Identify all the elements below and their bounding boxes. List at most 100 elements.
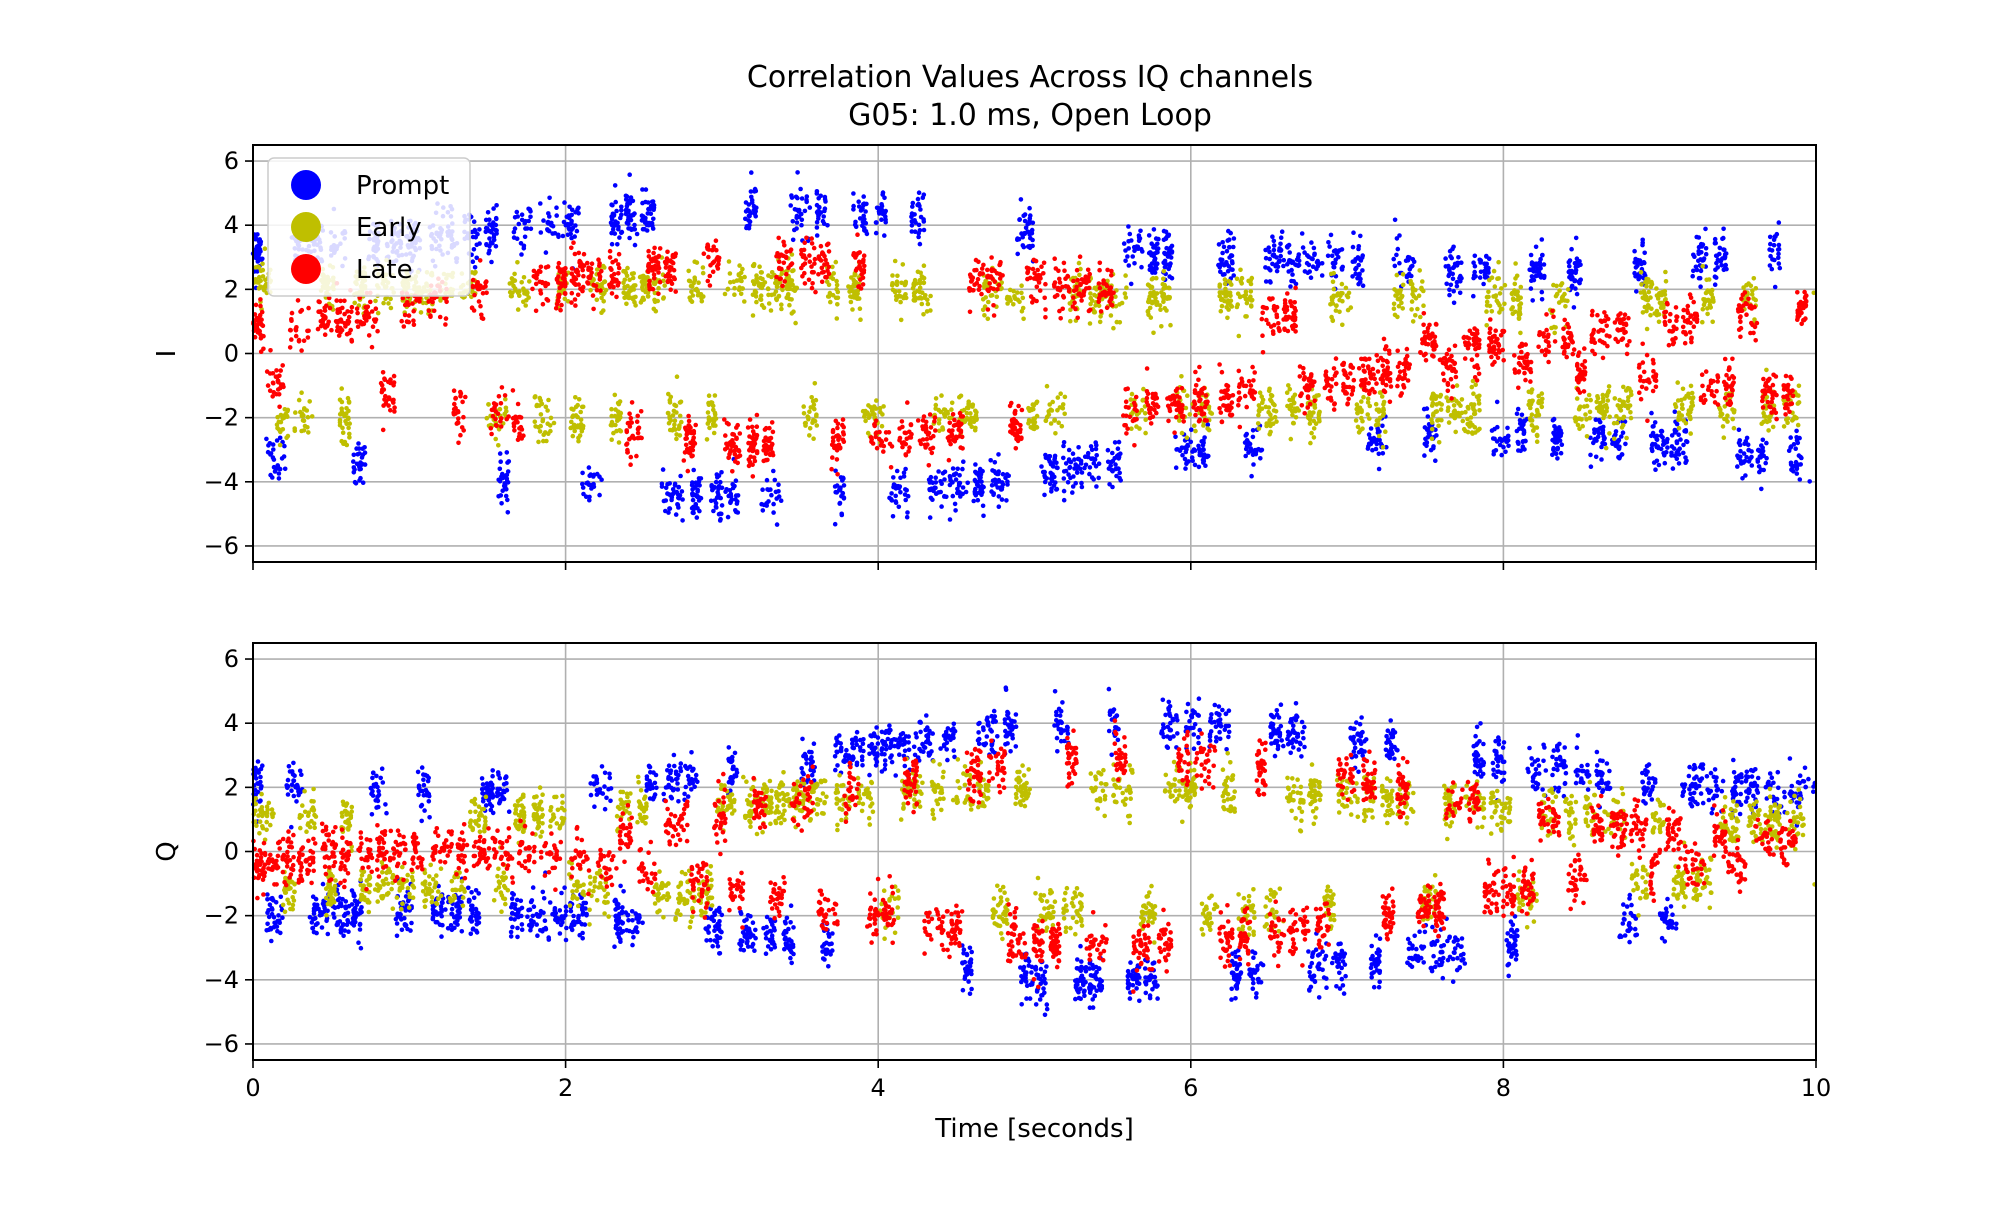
data-point [973, 409, 978, 414]
data-point [972, 419, 977, 424]
data-point [766, 293, 771, 298]
data-point [1240, 276, 1245, 281]
data-point [510, 280, 515, 285]
data-point [1123, 259, 1128, 264]
data-point [1455, 261, 1460, 266]
data-point [587, 495, 592, 500]
data-point [1000, 497, 1005, 502]
data-point [1796, 423, 1801, 428]
data-point [562, 200, 567, 205]
data-point [1377, 429, 1382, 434]
data-point [928, 515, 933, 520]
data-point [1429, 417, 1434, 422]
data-point [1759, 487, 1764, 492]
data-point [1470, 385, 1475, 390]
data-point [686, 269, 691, 274]
data-point [1560, 298, 1565, 303]
data-point [1239, 281, 1244, 286]
data-point [639, 274, 644, 279]
data-point [282, 444, 287, 449]
data-point [779, 307, 784, 312]
data-point [866, 403, 871, 408]
data-point [858, 317, 863, 322]
data-point [1723, 266, 1728, 271]
data-point [270, 394, 275, 399]
data-point [1243, 314, 1248, 319]
data-point [533, 395, 538, 400]
data-point [1337, 310, 1342, 315]
data-point [407, 320, 412, 325]
data-point [563, 297, 568, 302]
data-point [726, 515, 731, 520]
data-point [1186, 459, 1191, 464]
data-point [1456, 255, 1461, 260]
data-point [641, 214, 646, 219]
data-point [1021, 296, 1026, 301]
data-point [1527, 390, 1532, 395]
data-point [895, 283, 900, 288]
data-point [1174, 447, 1179, 452]
data-point [1243, 454, 1248, 459]
data-point [1193, 463, 1198, 468]
data-point [1596, 435, 1601, 440]
data-point [674, 512, 679, 517]
data-point [851, 191, 856, 196]
data-point [874, 398, 879, 403]
data-point [903, 283, 908, 288]
data-point [896, 295, 901, 300]
data-point [1515, 297, 1520, 302]
data-point [799, 223, 804, 228]
data-point [1730, 407, 1735, 412]
data-point [1585, 434, 1590, 439]
data-point [286, 408, 291, 413]
data-point [1476, 398, 1481, 403]
data-point [1575, 292, 1580, 297]
data-point [1460, 411, 1465, 416]
data-point [665, 482, 670, 487]
data-point [320, 321, 325, 326]
data-point [374, 306, 379, 311]
data-point [1251, 462, 1256, 467]
data-point [929, 475, 934, 480]
data-point [1417, 293, 1422, 298]
data-point [1225, 290, 1230, 295]
data-point [370, 309, 375, 314]
data-point [613, 200, 618, 205]
data-point [1572, 305, 1577, 310]
data-point [1309, 240, 1314, 245]
data-point [1064, 461, 1069, 466]
data-point [1768, 254, 1773, 259]
data-point [578, 433, 583, 438]
data-point [1465, 417, 1470, 422]
data-point [1512, 288, 1517, 293]
data-point [514, 420, 519, 425]
data-point [1155, 291, 1160, 296]
data-point [1243, 433, 1248, 438]
data-point [699, 296, 704, 301]
data-point [1264, 279, 1269, 284]
data-point [1571, 270, 1576, 275]
data-point [1346, 295, 1351, 300]
data-point [619, 429, 624, 434]
data-point [403, 313, 408, 318]
data-point [557, 293, 562, 298]
data-point [849, 300, 854, 305]
data-point [1062, 498, 1067, 503]
data-point [828, 300, 833, 305]
data-point [1167, 254, 1172, 259]
data-point [1634, 289, 1639, 294]
data-point [891, 475, 896, 480]
data-point [1473, 412, 1478, 417]
data-point [481, 291, 486, 296]
data-point [1124, 285, 1129, 290]
data-point [1162, 261, 1167, 266]
data-point [1434, 433, 1439, 438]
data-point [512, 428, 517, 433]
data-point [1777, 243, 1782, 248]
data-point [957, 395, 962, 400]
data-point [338, 299, 343, 304]
data-point [410, 301, 415, 306]
data-point [297, 398, 302, 403]
data-point [1062, 412, 1067, 417]
data-point [266, 443, 271, 448]
